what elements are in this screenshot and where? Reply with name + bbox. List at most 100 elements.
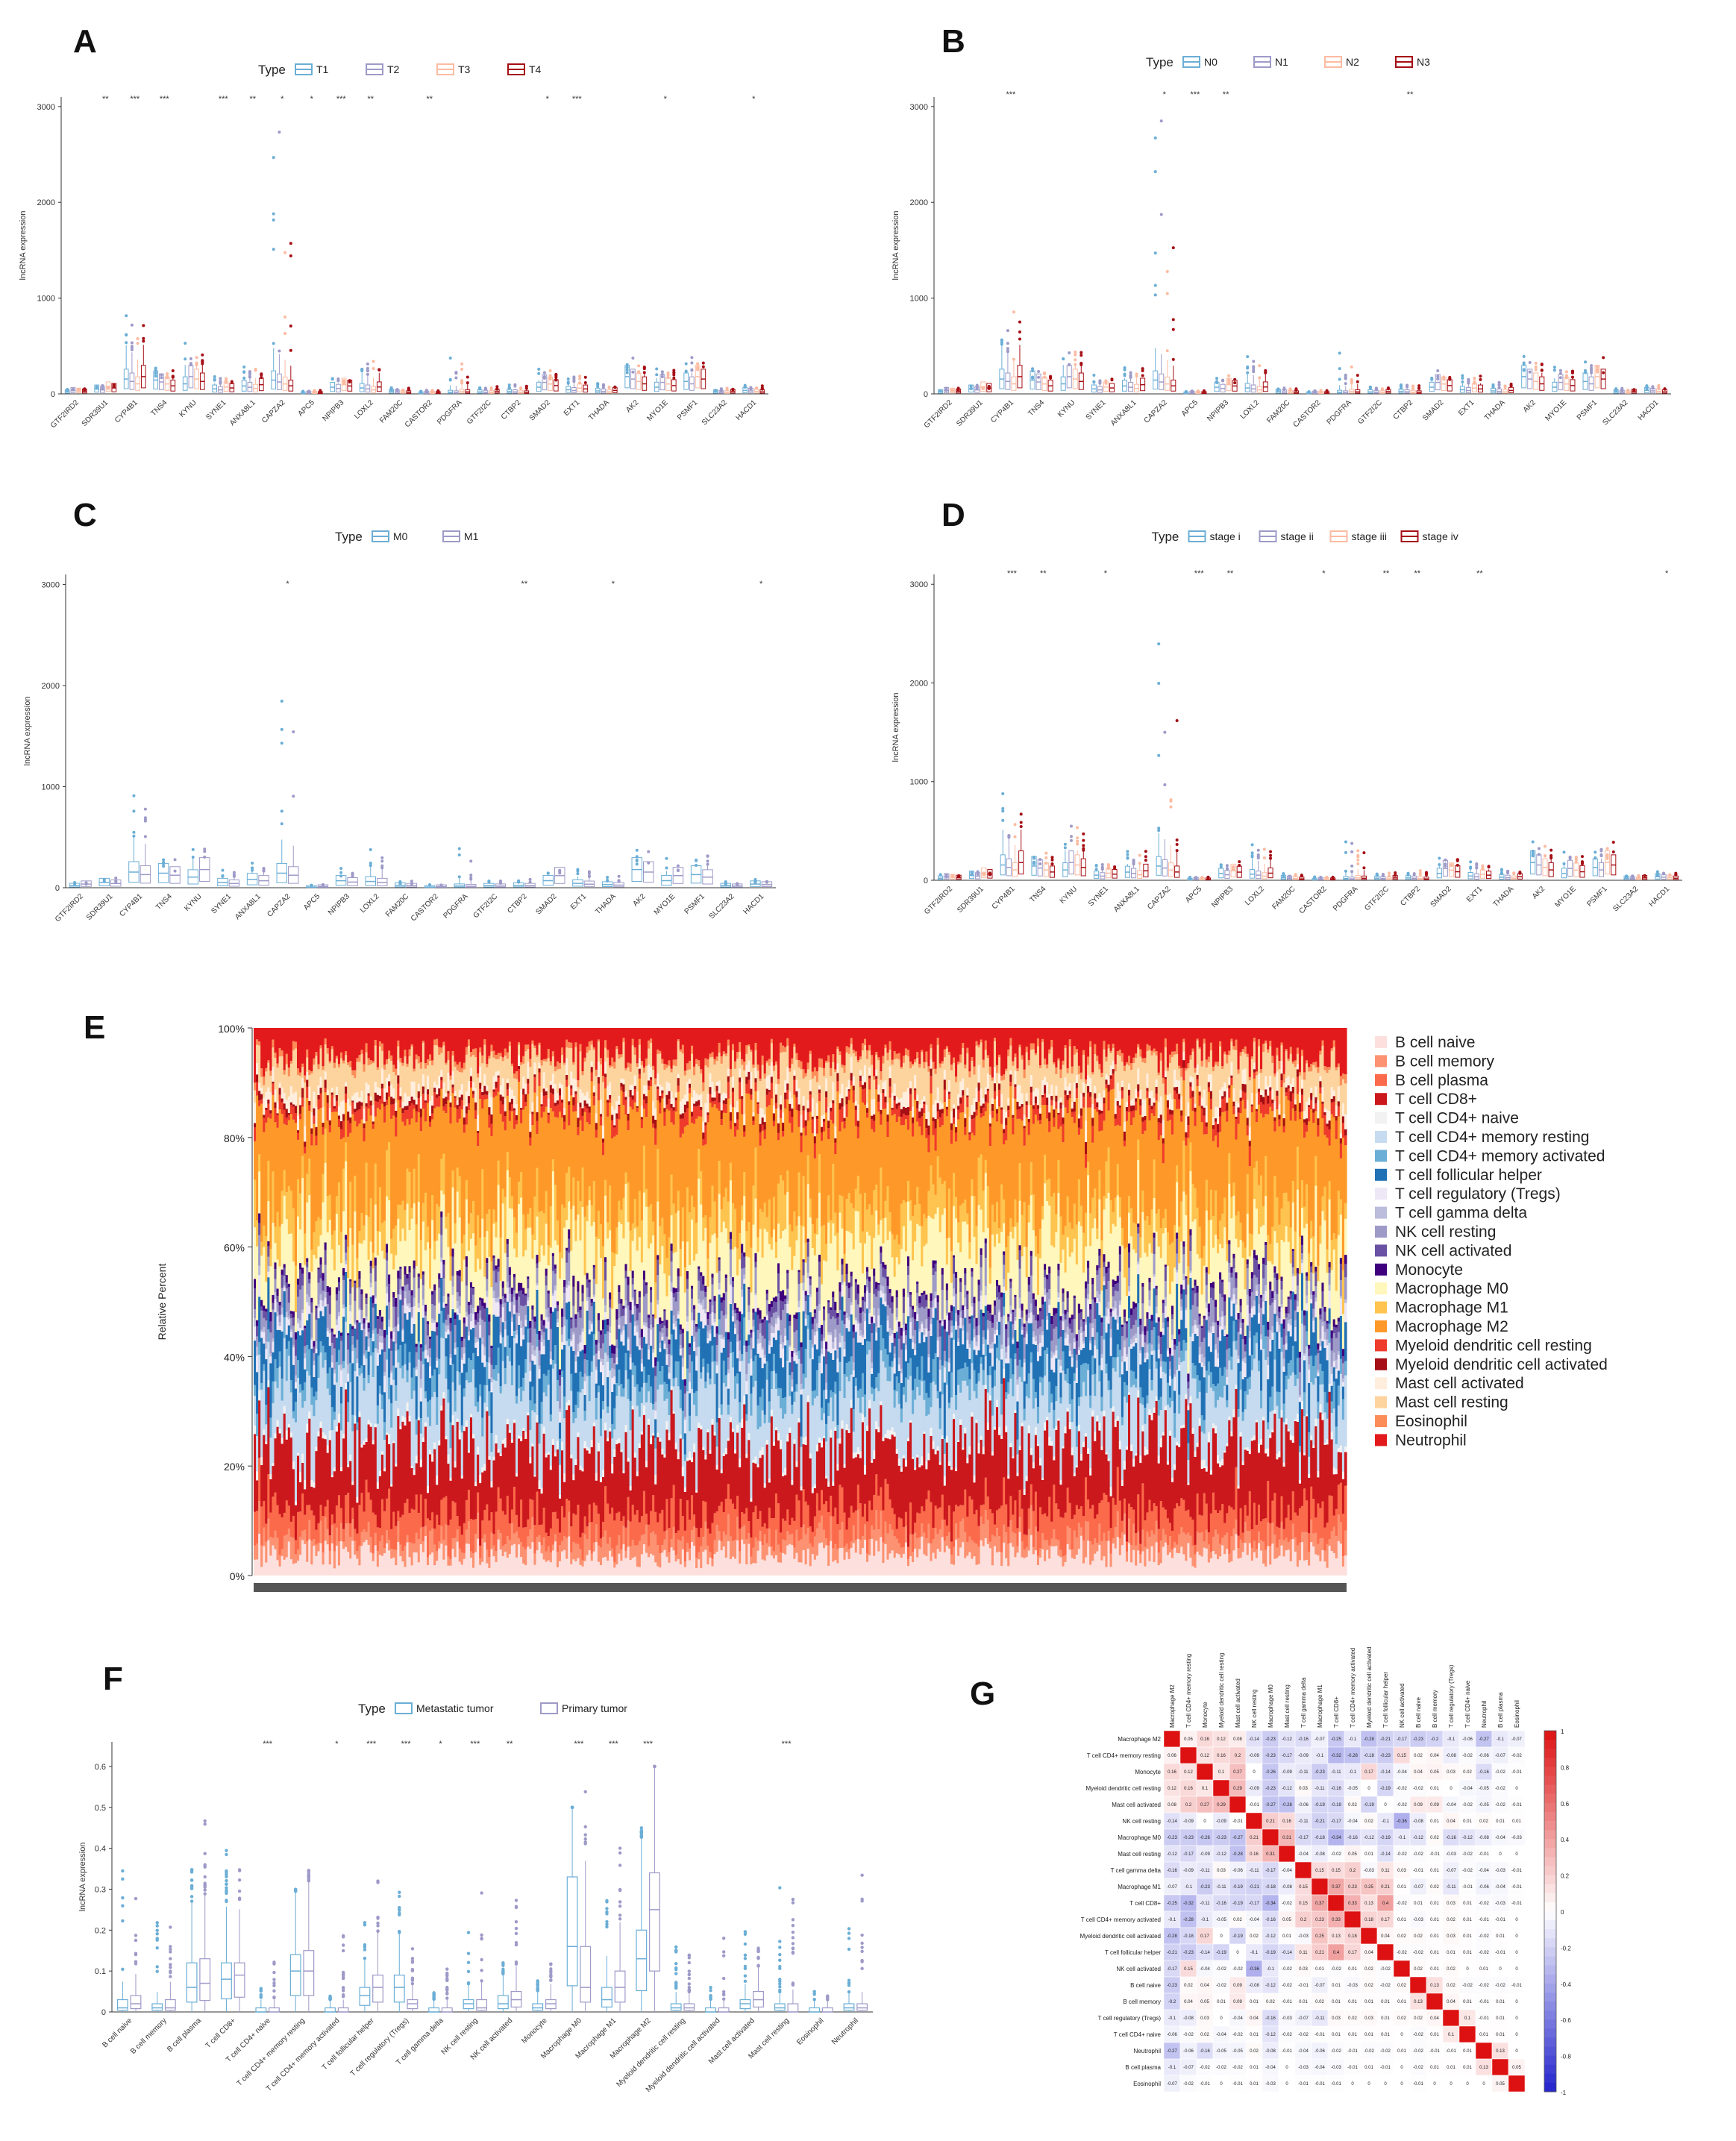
significance-label: *** [336, 95, 347, 104]
outlier-point [1232, 865, 1235, 869]
outlier-point [142, 336, 145, 340]
significance-label: *** [1194, 569, 1205, 578]
outlier-point [1250, 854, 1254, 858]
outlier-point [1531, 840, 1535, 844]
outlier-point [1319, 876, 1323, 880]
outlier-point [647, 861, 651, 865]
outlier-point [1497, 383, 1501, 386]
outlier-point [469, 859, 473, 863]
outlier-point [1079, 362, 1083, 366]
outlier-point [1319, 390, 1323, 394]
outlier-point [558, 870, 562, 874]
outlier-point [1564, 376, 1568, 380]
outlier-point [1534, 368, 1538, 372]
outlier-point [478, 386, 482, 390]
outlier-point [1171, 318, 1175, 322]
outlier-point [749, 386, 753, 389]
outlier-point [1479, 377, 1482, 381]
outlier-point [1113, 866, 1117, 870]
significance-label: * [752, 95, 756, 104]
outlier-point [537, 367, 541, 371]
outlier-point [1169, 805, 1173, 809]
outlier-point [1050, 858, 1054, 862]
outlier-point [1264, 371, 1267, 374]
legend-label: T2 [387, 63, 400, 75]
outlier-point [1074, 353, 1077, 357]
outlier-point [1006, 350, 1009, 354]
outlier-point [944, 875, 948, 879]
outlier-point [1258, 364, 1262, 368]
significance-label: * [310, 95, 314, 104]
outlier-point [339, 867, 343, 871]
outlier-point [280, 809, 283, 813]
outlier-point [1338, 351, 1341, 355]
outlier-point [606, 879, 610, 883]
outlier-point [136, 337, 140, 341]
outlier-point [1467, 377, 1470, 381]
outlier-point [1605, 856, 1609, 859]
outlier-point [519, 386, 523, 390]
outlier-point [696, 362, 700, 366]
significance-label: * [664, 95, 668, 104]
outlier-point [1282, 874, 1285, 877]
significance-label: * [281, 95, 284, 104]
outlier-point [424, 390, 428, 394]
outlier-point [1153, 293, 1157, 297]
outlier-point [1110, 377, 1114, 381]
outlier-point [1531, 854, 1535, 858]
outlier-point [1215, 377, 1219, 380]
outlier-point [348, 379, 351, 383]
outlier-point [154, 369, 157, 373]
outlier-point [528, 880, 532, 884]
outlier-point [1044, 856, 1048, 859]
outlier-point [195, 356, 198, 360]
outlier-point [1007, 835, 1011, 838]
outlier-point [1375, 874, 1379, 877]
outlier-point [753, 878, 757, 882]
outlier-point [466, 375, 469, 379]
outlier-point [613, 385, 617, 389]
outlier-point [1153, 251, 1157, 255]
outlier-point [1558, 372, 1562, 375]
outlier-point [419, 389, 423, 393]
outlier-point [1481, 868, 1485, 871]
outlier-point [1540, 363, 1544, 366]
outlier-point [1082, 844, 1085, 847]
outlier-point [576, 868, 580, 871]
outlier-point [1068, 363, 1071, 367]
y-axis-title: lncRNA expression [23, 697, 32, 766]
outlier-point [289, 324, 292, 327]
outlier-point [542, 371, 546, 374]
outlier-point [1159, 119, 1163, 123]
significance-label: ** [1407, 90, 1414, 99]
outlier-point [1562, 850, 1566, 854]
outlier-point [278, 349, 281, 353]
outlier-point [1074, 358, 1077, 362]
outlier-point [1269, 850, 1273, 853]
outlier-point [1227, 374, 1231, 377]
outlier-point [631, 370, 635, 374]
outlier-point [587, 874, 591, 878]
outlier-point [1418, 869, 1422, 873]
outlier-point [1175, 843, 1179, 847]
outlier-point [292, 730, 295, 733]
outlier-point [310, 883, 313, 887]
outlier-point [1184, 390, 1188, 394]
outlier-point [1132, 862, 1135, 866]
outlier-point [1159, 213, 1163, 216]
outlier-point [1313, 876, 1317, 880]
outlier-point [372, 367, 375, 371]
outlier-point [1049, 374, 1053, 378]
outlier-point [1534, 361, 1538, 365]
outlier-point [1605, 847, 1609, 850]
outlier-point [1157, 827, 1161, 830]
outlier-point [1400, 384, 1403, 388]
outlier-point [1123, 372, 1126, 376]
outlier-point [1157, 642, 1161, 646]
y-tick-label: 3000 [910, 580, 928, 589]
outlier-point [102, 878, 106, 882]
outlier-point [1153, 283, 1157, 287]
outlier-point [73, 883, 77, 886]
legend-title: Type [258, 63, 286, 77]
